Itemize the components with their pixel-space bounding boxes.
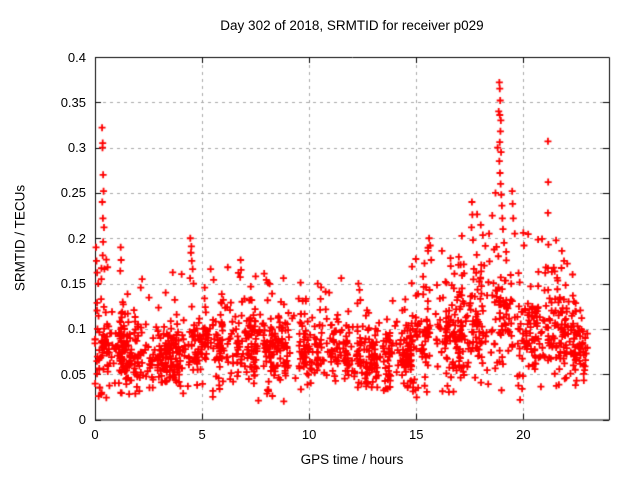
y-tick-label: 0.05 bbox=[60, 366, 86, 382]
y-tick-label: 0.1 bbox=[67, 321, 86, 337]
y-tick-label: 0.2 bbox=[67, 230, 86, 246]
x-tick-label: 10 bbox=[301, 426, 317, 442]
x-tick-label: 5 bbox=[198, 426, 206, 442]
x-tick-label: 15 bbox=[409, 426, 424, 442]
y-tick-label: 0 bbox=[78, 412, 86, 427]
y-tick-label: 0.25 bbox=[60, 185, 86, 201]
y-tick-label: 0.35 bbox=[60, 94, 86, 110]
x-tick-label: 20 bbox=[516, 426, 531, 442]
y-tick-label: 0.3 bbox=[67, 140, 86, 156]
y-tick-label: 0.15 bbox=[60, 276, 86, 292]
y-tick-label: 0.4 bbox=[67, 49, 86, 65]
x-axis-label: GPS time / hours bbox=[300, 452, 404, 467]
x-tick-label: 0 bbox=[91, 426, 99, 442]
chart-title: Day 302 of 2018, SRMTID for receiver p02… bbox=[220, 18, 484, 33]
y-axis-label: SRMTID / TECUs bbox=[12, 184, 28, 292]
